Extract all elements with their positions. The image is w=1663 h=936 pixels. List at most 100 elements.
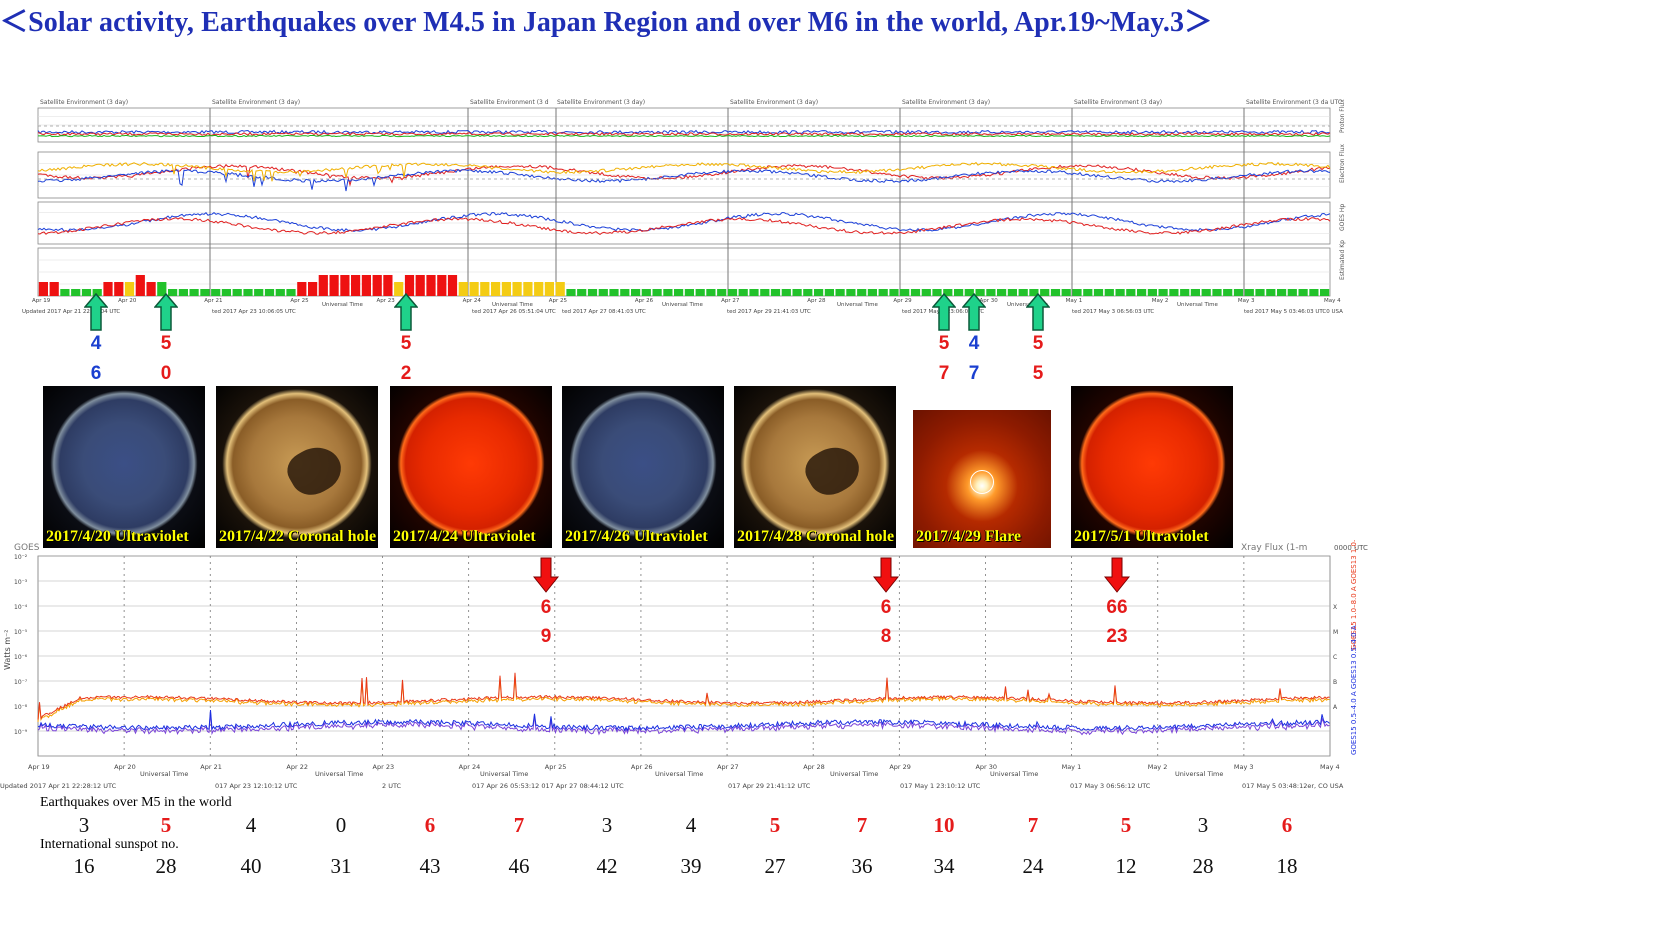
kp-bar [71,289,81,296]
updated-label: ted 2017 May 3 06:56:03 UTC [1072,309,1154,315]
kp-bar [835,289,845,296]
panel-header: Satellite Environment (3 day) [1074,99,1162,106]
arrow-label-top: 6 [880,597,892,618]
panel-header: 0000 UTC [1334,544,1368,552]
right-axis-label: Proton Flux [1339,99,1346,133]
sunspot-number: 40 [240,854,262,878]
panel-bg [22,96,1352,318]
coronal-hole-patch [281,437,349,503]
panel-header: Satellite Environment (3 day) [557,99,645,106]
sunspot-number: 12 [1115,854,1137,878]
earthquake-count: 5 [1120,813,1132,837]
kp-bar [221,289,231,296]
axis-label: Universal Time [480,770,528,778]
green-arrow [962,293,986,331]
flare-class-label: C [1333,654,1337,661]
kp-bar [1255,289,1265,296]
image-caption: 2017/4/20 Ultraviolet [46,528,189,545]
kp-bar [652,289,662,296]
green-arrow-shape [1026,293,1050,331]
proton-line [38,134,1331,138]
kp-bar [544,282,554,296]
kp-bar [792,289,802,296]
updated-label: ted 2017 Apr 23 10:06:05 UTC [212,309,296,315]
date-tick-label: Apr 24 [459,763,481,771]
kp-bar [1320,289,1330,296]
electron-line [37,161,1331,182]
panel-header: Satellite Environment (3 d [470,99,549,106]
goes15-long-line [37,672,1330,720]
green-arrow-shape [962,293,986,331]
right-axis-label: Electron Flux [1339,144,1346,183]
kp-bar [426,275,436,296]
sunspot-number: 43 [419,854,441,878]
earthquake-count: 6 [424,813,436,837]
red-arrow [873,557,899,593]
kp-bar [975,289,985,296]
sunspot-row-label: International sunspot no. [40,837,179,852]
kp-bar [921,289,931,296]
earthquake-row-label: Earthquakes over M5 in the world [40,795,232,810]
kp-bar [437,275,447,296]
kp-bar [964,289,974,296]
kp-bar [254,289,264,296]
kp-bar [900,289,910,296]
kp-bar [1201,289,1211,296]
updated-label: ted 2017 Apr 27 08:41:03 UTC [562,309,646,315]
earthquake-count: 7 [856,813,868,837]
updated-label: ted 2017 Apr 26 05:51:04 UTC [472,309,556,315]
kp-bar [404,275,415,296]
date-tick-label: Apr 24 [463,298,482,304]
updated-label: Updated 2017 Apr 21 22:28:12 UTC [0,782,117,790]
y-tick-label: 10⁻⁷ [14,679,28,686]
date-tick-label: Apr 26 [635,298,654,304]
kp-bar [1007,289,1017,296]
electron-line [37,168,1331,192]
kp-bar [1298,289,1308,296]
arrow-label-bottom: 7 [968,363,980,384]
kp-bar [168,289,178,296]
kp-bar [943,289,953,296]
kp-bar [523,282,533,296]
date-tick-label: Apr 30 [979,298,998,304]
goes15-short-line [37,709,1330,732]
date-tick-label: May 1 [1062,763,1082,771]
y-tick-label: 10⁻⁵ [14,629,28,636]
kp-bar [566,289,576,296]
kp-bar [760,289,770,296]
earthquake-count: 3 [1197,813,1209,837]
legend-long: GOES15 1.0–8.0 A GOES13 1.0–8.0 A [1350,540,1358,650]
kp-bar [631,289,641,296]
kp-bar [146,282,156,296]
kp-bar [598,289,608,296]
kp-bar [92,289,102,296]
solar-image: 2017/4/29 Flare [913,410,1051,548]
red-arrow-shape [533,557,559,593]
kp-bar [103,282,113,296]
axis-label: Universal Time [315,770,363,778]
y-axis-label: Watts m⁻² [3,629,12,670]
arrow-label-bottom: 9 [540,626,552,647]
sunspot-number: 27 [764,854,786,878]
panel-header: Satellite Environment (3 da UTC [1246,99,1342,106]
kp-bar [620,289,630,296]
earthquake-count: 4 [245,813,257,837]
kp-bar [501,282,511,296]
kp-bar [770,289,781,296]
kp-bar [749,289,759,296]
hp-line [37,211,1331,233]
date-tick-label: May 2 [1152,298,1169,304]
arrow-label-top: 5 [160,333,172,354]
kp-bar [1147,289,1157,296]
date-tick-label: May 4 [1320,763,1340,771]
arrow-label-top: 6 [540,597,552,618]
date-tick-label: Apr 29 [889,763,911,771]
arrow-label-bottom: 7 [938,363,950,384]
date-tick-label: Apr 27 [721,298,740,304]
proton-line [37,129,1331,135]
red-arrow [1104,557,1130,593]
panel-header: Satellite Environment (3 day) [730,99,818,106]
solar-image: 2017/4/22 Coronal hole [216,386,378,548]
kp-bar [695,289,705,296]
updated-label: 017 May 3 06:56:12 UTC [1070,782,1151,790]
